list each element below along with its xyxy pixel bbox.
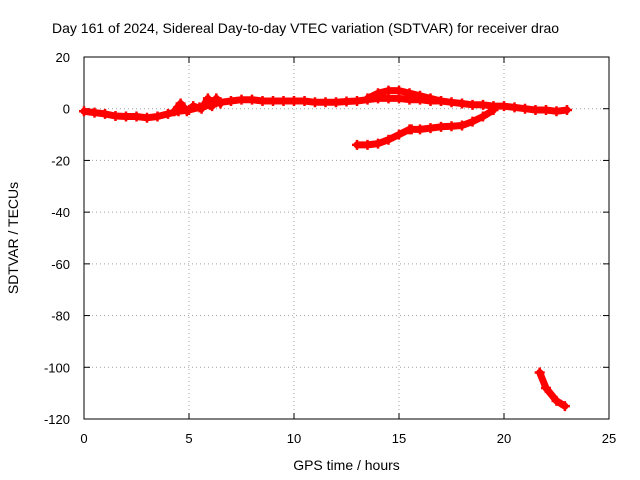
data-point <box>425 93 436 104</box>
data-point <box>406 124 417 135</box>
y-tick-label: -20 <box>51 153 70 168</box>
data-point <box>278 95 289 106</box>
data-point <box>362 93 373 104</box>
data-point <box>202 93 213 104</box>
y-tick-label: -80 <box>51 309 70 324</box>
data-point <box>352 95 362 106</box>
data-point <box>383 134 394 145</box>
data-point <box>457 120 467 131</box>
data-point <box>394 129 404 140</box>
y-tick-label: -60 <box>51 257 70 272</box>
x-tick-label: 20 <box>497 431 511 446</box>
data-point <box>551 395 562 406</box>
data-point <box>215 98 226 109</box>
data-point <box>394 85 404 96</box>
data-point <box>562 105 572 116</box>
data-point <box>373 138 383 149</box>
data-point <box>352 139 362 150</box>
data-point <box>383 85 394 96</box>
series-main-band <box>79 93 572 123</box>
data-point <box>425 123 436 134</box>
data-point <box>236 94 247 105</box>
x-tick-label: 0 <box>80 431 87 446</box>
data-point <box>541 382 551 393</box>
data-point <box>299 95 310 106</box>
data-point <box>446 97 457 108</box>
data-point <box>467 116 478 127</box>
data-point <box>257 95 268 106</box>
data-point <box>247 94 257 105</box>
series-dip <box>534 367 570 412</box>
data-point <box>175 98 186 109</box>
series-spikes <box>169 93 226 117</box>
data-point <box>79 106 89 117</box>
data-point <box>559 401 570 412</box>
data-point <box>211 93 222 104</box>
chart-title: Day 161 of 2024, Sidereal Day-to-day VTE… <box>52 20 559 36</box>
data-point <box>415 90 425 101</box>
data-point <box>541 105 551 116</box>
data-point <box>289 95 299 106</box>
series-band <box>536 369 569 410</box>
data-point <box>268 95 278 106</box>
x-tick-label: 15 <box>392 431 406 446</box>
data-point <box>196 103 207 114</box>
data-point <box>446 121 457 132</box>
data-point <box>404 88 415 99</box>
data-point <box>89 107 100 118</box>
data-point <box>499 101 509 112</box>
data-point <box>110 110 121 121</box>
y-axis-label: SDTVAR / TECUs <box>5 182 21 294</box>
data-point <box>478 111 488 122</box>
data-point <box>188 101 199 112</box>
data-point <box>142 112 152 123</box>
data-point <box>320 97 331 108</box>
data-point <box>509 102 520 113</box>
y-tick-label: -40 <box>51 205 70 220</box>
data-point <box>310 97 320 108</box>
data-point <box>415 124 425 135</box>
y-tick-label: 20 <box>56 50 70 65</box>
data-point <box>534 367 545 378</box>
data-point <box>331 97 341 108</box>
y-tick-label: -120 <box>44 412 70 427</box>
data-point <box>226 95 236 106</box>
data-point <box>551 106 562 117</box>
x-tick-label: 10 <box>287 431 301 446</box>
data-point <box>520 103 530 114</box>
data-point <box>131 111 142 122</box>
data-point <box>457 98 467 109</box>
data-point <box>436 121 446 132</box>
plot-frame <box>83 56 610 420</box>
data-point <box>373 88 383 99</box>
data-point <box>121 111 131 122</box>
data-point <box>362 139 373 150</box>
data-point <box>169 106 180 117</box>
data-point <box>181 106 192 117</box>
x-axis-label: GPS time / hours <box>293 457 400 473</box>
series-lower-recovery <box>406 105 499 135</box>
data-point <box>341 96 352 107</box>
y-tick-label: 0 <box>63 102 70 117</box>
x-tick-label: 25 <box>602 431 616 446</box>
axis-ticks: 0 5 10 15 20 25 -120 -100 -80 -60 -40 -20 0 20 <box>44 50 616 446</box>
series-band <box>353 125 413 149</box>
series-upper-arc <box>362 85 446 106</box>
data-point <box>530 105 541 116</box>
data-point <box>478 99 488 110</box>
data-point <box>163 108 173 119</box>
y-tick-label: -100 <box>44 360 70 375</box>
x-tick-label: 5 <box>185 431 192 446</box>
grid-lines <box>84 57 609 419</box>
data-point <box>207 101 218 112</box>
data-point <box>488 105 499 116</box>
series-lower-arc <box>352 124 415 150</box>
data-series <box>79 85 572 412</box>
data-point <box>436 95 446 106</box>
data-point <box>467 99 478 110</box>
data-point <box>100 108 110 119</box>
data-point <box>152 111 163 122</box>
